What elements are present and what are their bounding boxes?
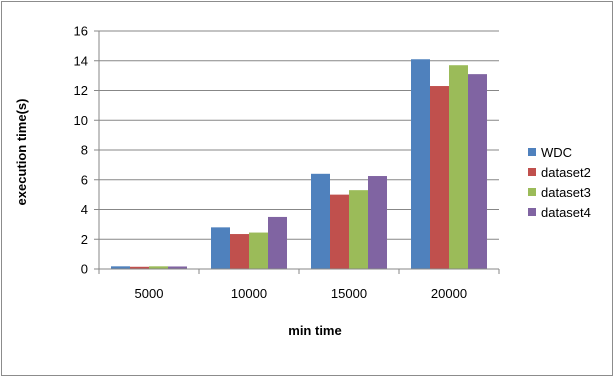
x-axis-title: min time [288, 323, 341, 338]
bar-dataset3-10000 [249, 232, 268, 269]
y-tick-label: 4 [81, 202, 88, 217]
bar-dataset2-20000 [430, 86, 449, 269]
x-axis-ticks: 5000 10000 15000 20000 [98, 269, 500, 301]
bar-dataset3-5000 [149, 266, 168, 269]
bar-chart: 0 2 4 6 8 10 12 14 16 5000 10000 15000 20000 execut… [14, 24, 591, 339]
chart-area: 0 2 4 6 8 10 12 14 16 5000 10000 15000 20000 execut… [1, 1, 613, 376]
legend-swatch-dataset3 [528, 188, 536, 196]
legend-label: WDC [541, 145, 572, 160]
y-tick-label: 0 [81, 262, 88, 277]
x-tick-label: 20000 [431, 286, 467, 301]
y-axis-title: execution time(s) [14, 99, 29, 206]
bar-dataset4-5000 [168, 266, 187, 269]
y-axis-ticks: 0 2 4 6 8 10 12 14 16 [74, 24, 99, 277]
x-tick-label: 15000 [331, 286, 367, 301]
x-tick-label: 5000 [135, 286, 164, 301]
bar-wdc-10000 [211, 227, 230, 269]
y-tick-label: 12 [74, 83, 88, 98]
bar-dataset4-15000 [368, 176, 387, 269]
legend: WDC dataset2 dataset3 dataset4 [528, 145, 591, 220]
bar-dataset3-15000 [349, 190, 368, 269]
x-tick-label: 10000 [231, 286, 267, 301]
legend-swatch-wdc [528, 148, 536, 156]
bar-series [111, 59, 487, 270]
legend-label: dataset3 [541, 185, 591, 200]
y-tick-label: 10 [74, 113, 88, 128]
bar-dataset2-10000 [230, 234, 249, 269]
y-tick-label: 8 [81, 143, 88, 158]
gridlines [99, 30, 499, 240]
legend-swatch-dataset4 [528, 208, 536, 216]
bar-dataset2-5000 [130, 266, 149, 269]
bar-dataset4-10000 [268, 216, 287, 269]
bar-wdc-20000 [411, 59, 430, 270]
y-tick-label: 16 [74, 24, 88, 39]
legend-label: dataset2 [541, 165, 591, 180]
bar-dataset3-20000 [449, 65, 468, 270]
bar-wdc-15000 [311, 173, 330, 269]
y-tick-label: 2 [81, 232, 88, 247]
y-tick-label: 14 [74, 53, 88, 68]
y-tick-label: 6 [81, 172, 88, 187]
bar-wdc-5000 [111, 266, 130, 269]
bar-dataset2-15000 [330, 194, 349, 269]
bar-dataset4-20000 [468, 74, 487, 269]
legend-swatch-dataset2 [528, 168, 536, 176]
legend-label: dataset4 [541, 205, 591, 220]
